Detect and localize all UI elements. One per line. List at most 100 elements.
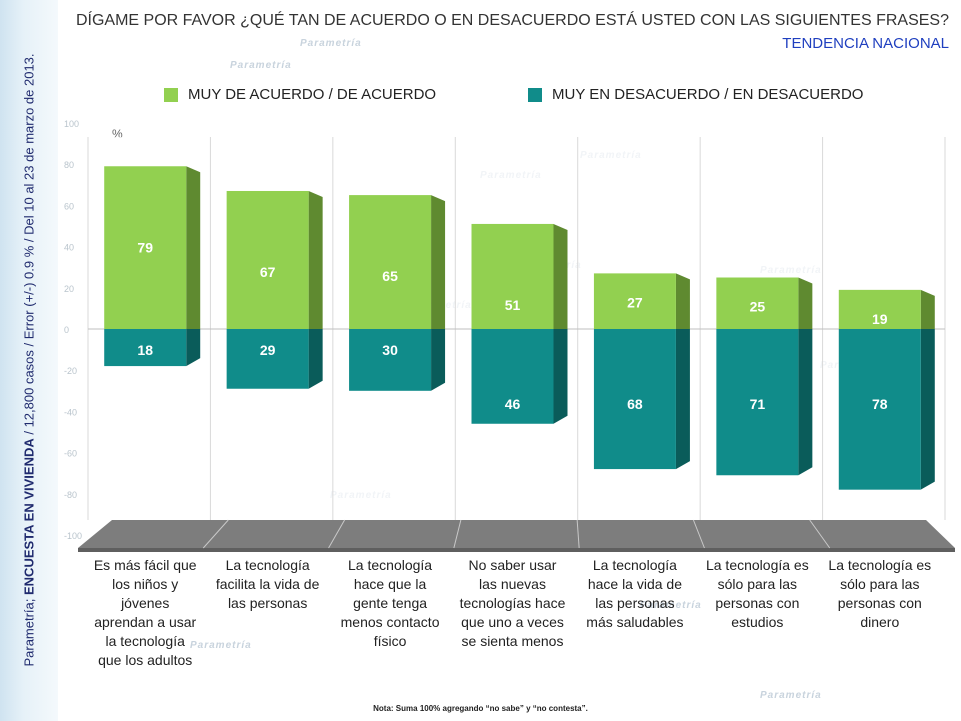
disagree-value-label: 68 bbox=[627, 396, 643, 412]
category-label-line: físico bbox=[373, 633, 407, 649]
disagree-bar-side bbox=[798, 329, 813, 476]
watermark-text: Parametría bbox=[760, 690, 822, 701]
disagree-bar-side bbox=[431, 329, 446, 391]
y-tick-label: 0 bbox=[64, 325, 69, 335]
category-label-line: las personas bbox=[227, 595, 308, 611]
category-label-line: los niños y bbox=[112, 576, 179, 592]
category-label-line: jóvenes bbox=[121, 595, 170, 611]
category-label: La tecnología hace la vida de las personas… bbox=[575, 556, 695, 632]
agree-bar-side bbox=[675, 273, 690, 329]
legend-item-disagree: MUY EN DESACUERDO / EN DESACUERDO bbox=[528, 86, 863, 103]
agree-bar-side bbox=[553, 223, 568, 329]
disagree-bar bbox=[471, 329, 554, 424]
agree-bar-side bbox=[798, 277, 813, 329]
y-tick-label: -80 bbox=[64, 490, 77, 500]
legend-label-agree: MUY DE ACUERDO / DE ACUERDO bbox=[188, 86, 437, 103]
category-label-line: tecnologías hace bbox=[459, 595, 566, 611]
watermark-text: Parametría bbox=[190, 640, 252, 651]
category-label-line: más saludables bbox=[586, 614, 684, 630]
agree-bar-side bbox=[186, 166, 201, 329]
agree-bar bbox=[838, 289, 921, 329]
category-label: La tecnología es sólo para las personas co… bbox=[820, 556, 940, 632]
floor-divider bbox=[692, 519, 705, 549]
agree-value-label: 67 bbox=[260, 264, 276, 280]
category-label-line: facilita la vida de bbox=[215, 576, 320, 592]
disagree-value-label: 71 bbox=[750, 396, 766, 412]
agree-bar bbox=[716, 277, 799, 329]
agree-bar bbox=[593, 273, 676, 329]
disagree-value-label: 46 bbox=[505, 396, 521, 412]
category-label-line: La tecnología bbox=[348, 557, 433, 573]
unit-label: % bbox=[112, 127, 123, 141]
floor-divider bbox=[328, 519, 346, 549]
agree-value-label: 51 bbox=[505, 297, 521, 313]
category-label-line: hace la vida de bbox=[587, 576, 683, 592]
category-label-line: que uno a veces bbox=[461, 614, 564, 630]
category-label-line: No saber usar bbox=[468, 557, 557, 573]
category-label-line: menos contacto bbox=[340, 614, 440, 630]
disagree-bar bbox=[593, 329, 676, 470]
agree-value-label: 25 bbox=[750, 299, 766, 315]
y-tick-label: 80 bbox=[64, 160, 74, 170]
category-label-line: Es más fácil que bbox=[93, 557, 197, 573]
chart-floor-edge bbox=[78, 548, 955, 552]
category-label-line: aprendan a usar bbox=[94, 614, 197, 630]
y-tick-label: 60 bbox=[64, 201, 74, 211]
agree-value-label: 79 bbox=[137, 239, 153, 255]
chart-subtitle: TENDENCIA NACIONAL bbox=[782, 35, 949, 52]
category-label-line: que los adultos bbox=[98, 652, 193, 668]
category-label-line: La tecnología es bbox=[705, 557, 809, 573]
category-label-line: personas con bbox=[715, 595, 800, 611]
legend-swatch-agree bbox=[164, 87, 178, 102]
y-tick-label: -20 bbox=[64, 366, 77, 376]
agree-value-label: 65 bbox=[382, 268, 398, 284]
disagree-bar-side bbox=[186, 329, 201, 367]
disagree-bar bbox=[104, 329, 187, 367]
disagree-value-label: 29 bbox=[260, 342, 276, 358]
category-label-line: las nuevas bbox=[479, 576, 546, 592]
y-tick-label: 100 bbox=[64, 119, 79, 129]
agree-bar bbox=[471, 223, 554, 329]
category-label-line: personas con bbox=[837, 595, 922, 611]
agree-value-label: 27 bbox=[627, 294, 643, 310]
disagree-bar bbox=[838, 329, 921, 490]
category-label-line: La tecnología bbox=[592, 557, 677, 573]
category-label: La tecnología facilita la vida de las pers… bbox=[208, 556, 328, 613]
category-label: La tecnología es sólo para las personas co… bbox=[697, 556, 817, 632]
disagree-bar bbox=[226, 329, 309, 389]
y-tick-label: -40 bbox=[64, 407, 77, 417]
agree-bar-side bbox=[920, 289, 935, 329]
category-label-line: sólo para las bbox=[717, 576, 798, 592]
disagree-bar bbox=[349, 329, 432, 391]
category-label: La tecnología hace que la gente tenga menos… bbox=[330, 556, 450, 651]
watermark-text: Parametría bbox=[640, 600, 702, 611]
disagree-value-label: 18 bbox=[137, 342, 153, 358]
category-label: No saber usar las nuevas tecnologías hace q… bbox=[453, 556, 573, 651]
disagree-bar-side bbox=[308, 329, 323, 389]
category-label-line: hace que la bbox=[353, 576, 427, 592]
disagree-bar-side bbox=[553, 329, 568, 424]
agree-bar-side bbox=[431, 195, 446, 329]
legend-label-disagree: MUY EN DESACUERDO / EN DESACUERDO bbox=[552, 86, 864, 103]
y-tick-label: -60 bbox=[64, 449, 77, 459]
disagree-bar bbox=[716, 329, 799, 476]
category-label-line: estudios bbox=[731, 614, 784, 630]
agree-value-label: 19 bbox=[872, 311, 888, 327]
footnote: Nota: Suma 100% agregando “no sabe” y “n… bbox=[373, 704, 588, 713]
category-label-line: la tecnología bbox=[105, 633, 185, 649]
disagree-bar-side bbox=[920, 329, 935, 490]
category-label-line: dinero bbox=[860, 614, 900, 630]
legend-item-agree: MUY DE ACUERDO / DE ACUERDO bbox=[164, 86, 436, 103]
agree-bar bbox=[226, 190, 309, 329]
floor-divider bbox=[576, 519, 580, 549]
category-label-line: La tecnología bbox=[225, 557, 310, 573]
disagree-value-label: 78 bbox=[872, 396, 888, 412]
category-label-line: se sienta menos bbox=[461, 633, 564, 649]
floor-divider bbox=[202, 519, 229, 549]
agree-bar bbox=[349, 195, 432, 329]
floor-divider bbox=[809, 519, 831, 549]
side-banner: Parametría; ENCUESTA EN VIVIENDA / 12,80… bbox=[0, 0, 58, 721]
category-label-line: gente tenga bbox=[353, 595, 428, 611]
agree-bar-side bbox=[308, 190, 323, 329]
